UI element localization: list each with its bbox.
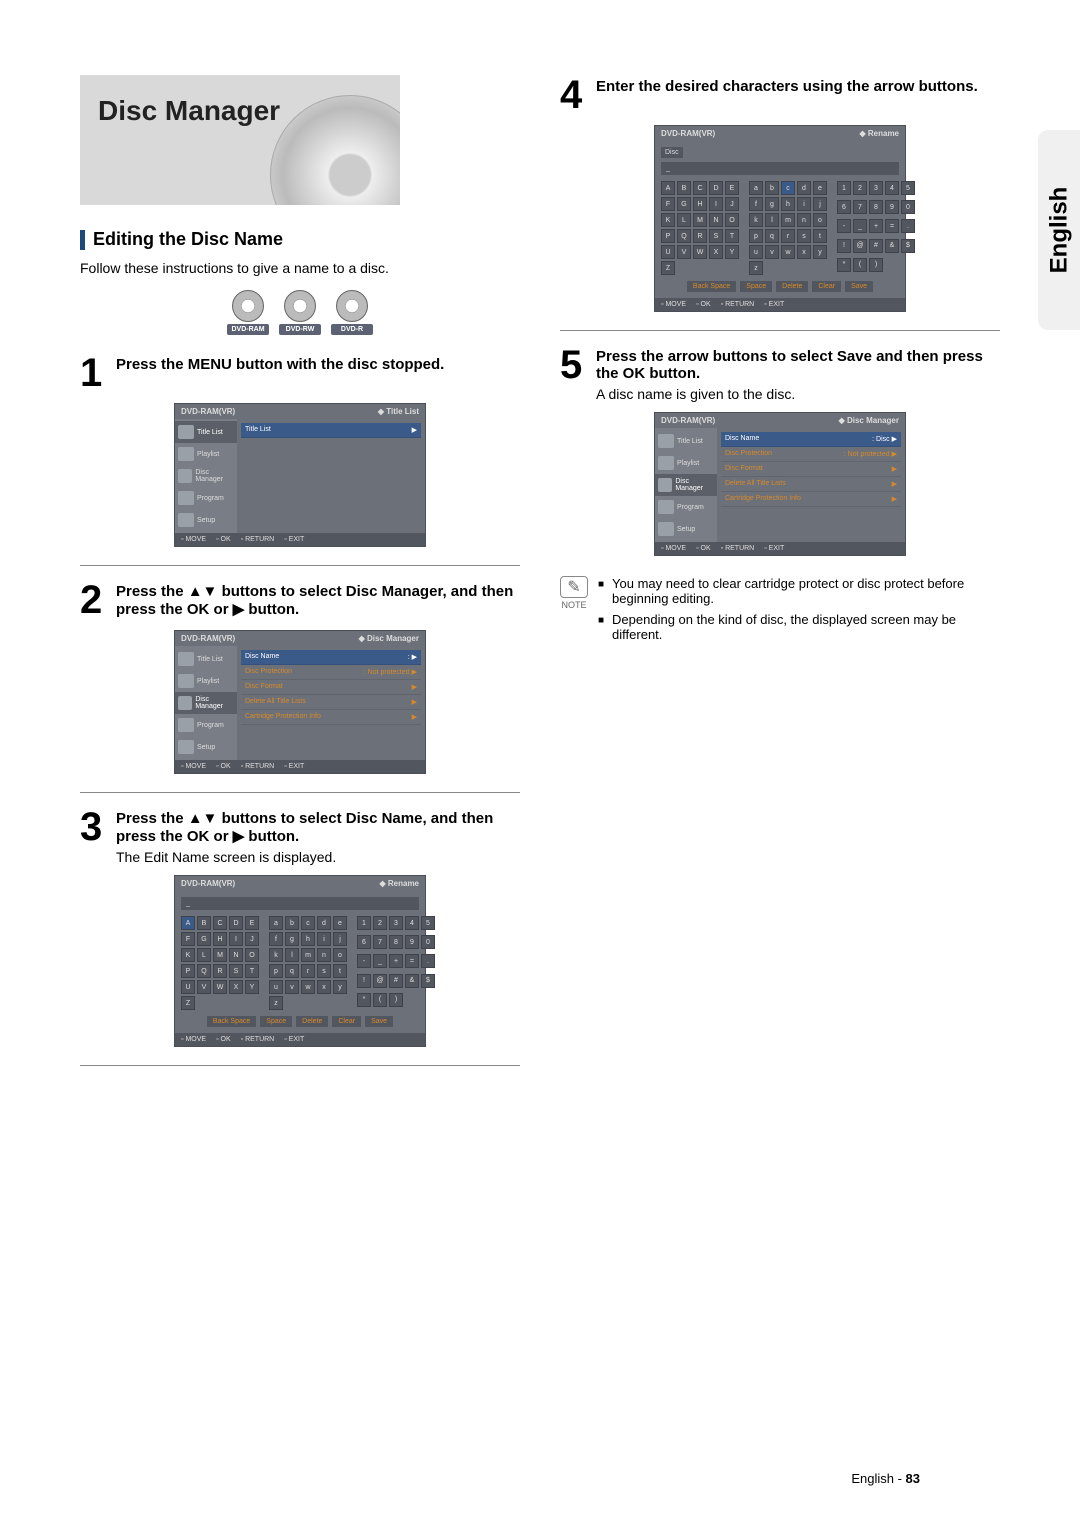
osd-title-list: DVD-RAM(VR)◆ Title List Title List Playl… — [174, 403, 426, 547]
media-icon-dvd-ram: DVD-RAM — [227, 290, 269, 335]
osd-rename-1: DVD-RAM(VR)◆ Rename _ ABCDEFGHIJKLMNOPQR… — [174, 875, 426, 1047]
osd-disc-manager: DVD-RAM(VR)◆ Disc Manager Title List Pla… — [174, 630, 426, 774]
note-icon: ✎ — [560, 576, 588, 598]
media-icon-dvd-rw: DVD-RW — [279, 290, 321, 335]
osd-disc-manager-2: DVD-RAM(VR)◆ Disc Manager Title List Pla… — [654, 412, 906, 556]
note-block: ✎ NOTE You may need to clear cartridge p… — [560, 576, 1000, 648]
intro-text: Follow these instructions to give a name… — [80, 260, 520, 276]
step-1: 1 Press the MENU button with the disc st… — [80, 353, 520, 393]
osd-rename-2: DVD-RAM(VR)◆ Rename Disc _ ABCDEFGHIJKLM… — [654, 125, 906, 312]
language-tab: English — [1038, 130, 1080, 330]
section-title: Editing the Disc Name — [80, 229, 520, 250]
media-icon-dvd-r: DVD-R — [331, 290, 373, 335]
hero: Disc Manager — [80, 75, 400, 205]
step-4: 4 Enter the desired characters using the… — [560, 75, 1000, 115]
media-icons: DVD-RAM DVD-RW DVD-R — [80, 290, 520, 335]
step-5: 5 Press the arrow buttons to select Save… — [560, 345, 1000, 402]
hero-title: Disc Manager — [80, 75, 400, 127]
step-2: 2 Press the ▲▼ buttons to select Disc Ma… — [80, 580, 520, 620]
page-footer: English - 83 — [851, 1471, 920, 1486]
step-3: 3 Press the ▲▼ buttons to select Disc Na… — [80, 807, 520, 865]
